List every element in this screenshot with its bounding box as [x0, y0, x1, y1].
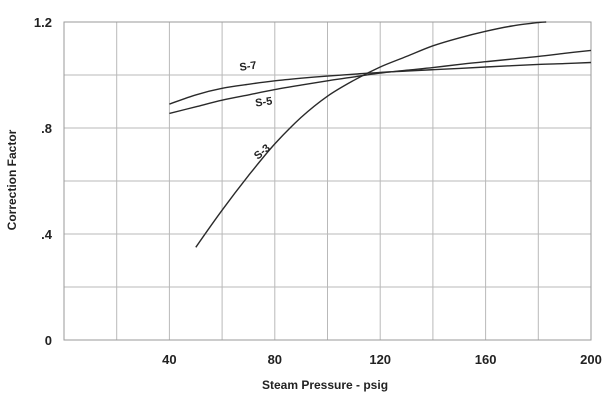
y-tick-label: 0	[45, 333, 52, 348]
series-curves	[169, 21, 592, 248]
y-axis-tick-labels: 0 .4 .8 1.2	[34, 15, 53, 348]
x-axis-label: Steam Pressure - psig	[262, 378, 388, 392]
x-tick-label: 160	[475, 352, 497, 367]
series-label-s-7: S-7	[239, 60, 258, 74]
y-tick-label: 1.2	[34, 15, 52, 30]
x-tick-label: 200	[580, 352, 602, 367]
x-axis-tick-labels: 40 80 120 160 200	[162, 352, 602, 367]
x-tick-label: 120	[369, 352, 391, 367]
y-axis-label: Correction Factor	[5, 129, 19, 230]
x-tick-label: 80	[268, 352, 282, 367]
series-label-s-3: S-3	[252, 142, 273, 162]
grid-lines	[64, 22, 591, 340]
series-line-s-3	[195, 21, 547, 248]
x-tick-label: 40	[162, 352, 176, 367]
plot-frame	[63, 21, 592, 341]
y-tick-label: .8	[41, 121, 52, 136]
series-line-s-5	[169, 49, 592, 115]
y-tick-label: .4	[41, 227, 53, 242]
series-label-s-5: S-5	[255, 95, 274, 109]
